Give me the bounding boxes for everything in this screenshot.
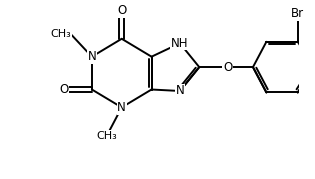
Text: N: N [175,84,184,98]
Text: N: N [117,101,126,114]
Text: CH₃: CH₃ [50,29,71,39]
Text: N: N [88,50,96,63]
Text: O: O [223,61,232,74]
Text: NH: NH [171,37,189,50]
Text: O: O [117,4,126,17]
Text: CH₃: CH₃ [96,131,117,141]
Text: O: O [59,83,68,96]
Text: Br: Br [291,7,304,20]
